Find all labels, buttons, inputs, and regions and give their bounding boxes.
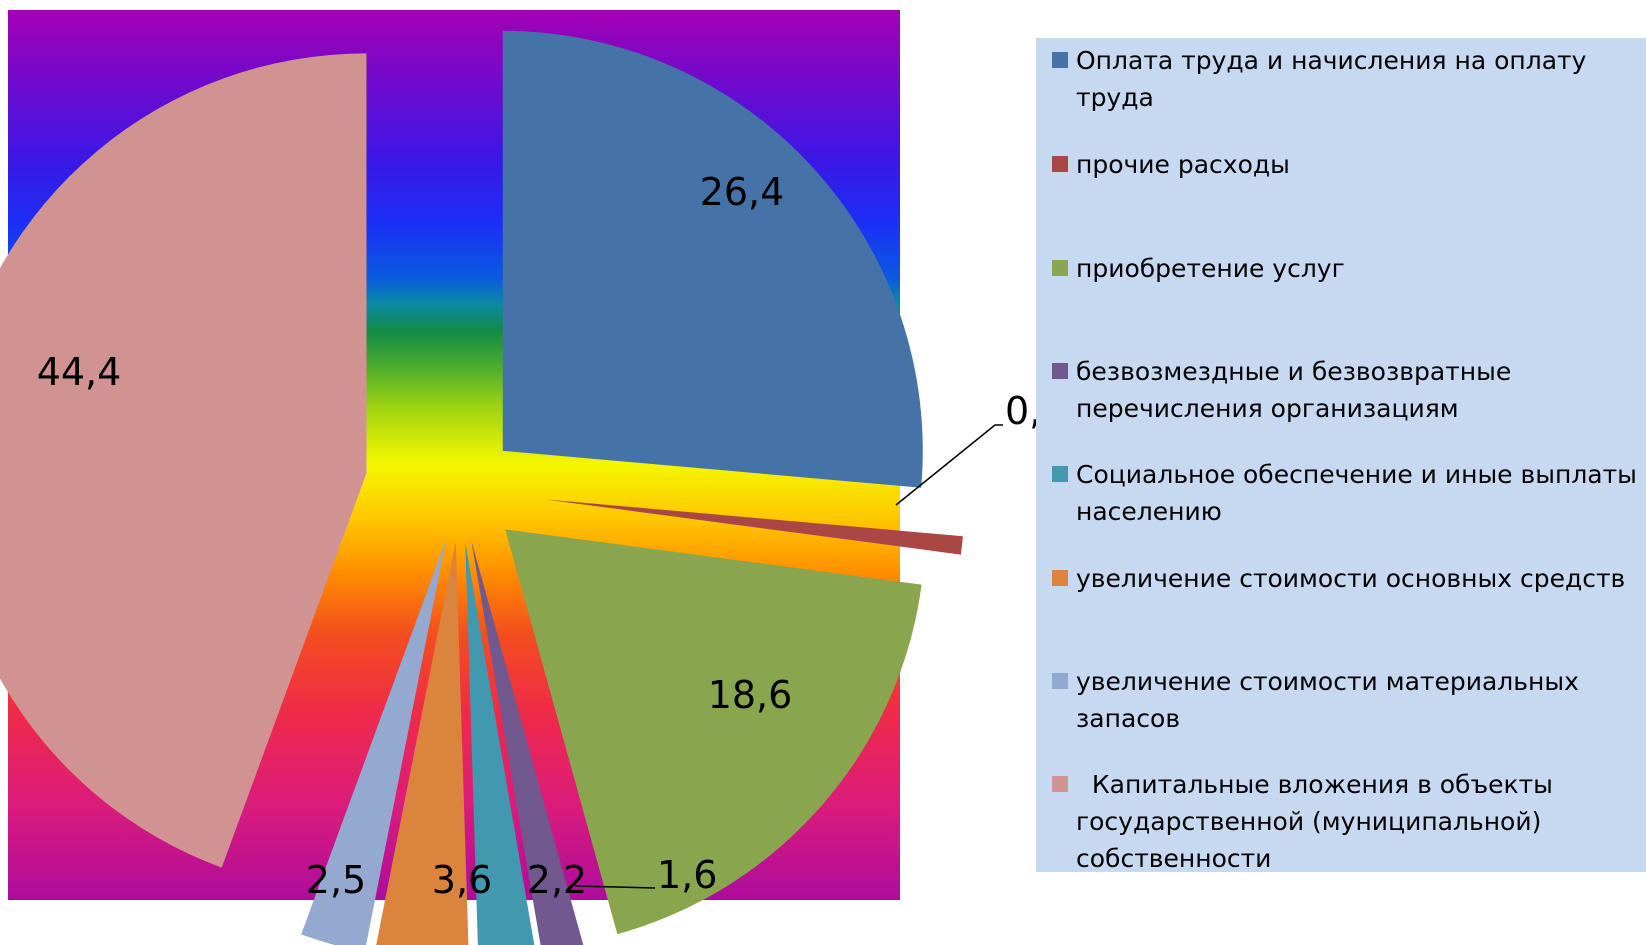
legend-label-8: Капитальные вложения в объекты государст… <box>1076 770 1561 873</box>
legend-label-4: безвозмездные и безвозвратные перечислен… <box>1076 357 1520 423</box>
data-label-7: 2,5 <box>306 858 366 902</box>
legend-swatch-4 <box>1052 363 1068 379</box>
legend-entry-7: увеличение стоимости материальных запасо… <box>1052 663 1646 737</box>
legend-entry-2: прочие расходы <box>1052 146 1646 183</box>
legend-entry-5: Социальное обеспечение и иные выплаты на… <box>1052 456 1646 530</box>
pie-slice-2 <box>544 499 963 555</box>
legend-entry-1: Оплата труда и начисления на оплату труд… <box>1052 42 1646 116</box>
pie-slice-1 <box>502 30 923 488</box>
legend-swatch-6 <box>1052 570 1068 586</box>
data-label-4: 1,6 <box>657 853 717 897</box>
data-label-3: 18,6 <box>708 673 793 717</box>
pie-slices <box>0 30 963 945</box>
legend-swatch-7 <box>1052 673 1068 689</box>
legend-label-7: увеличение стоимости материальных запасо… <box>1076 667 1587 733</box>
legend-entry-8: Капитальные вложения в объекты государст… <box>1052 766 1646 877</box>
pie-slice-5 <box>465 541 535 945</box>
pie-slice-7 <box>301 540 446 945</box>
leader-line-2 <box>895 424 1003 506</box>
pie-slice-3 <box>505 529 922 935</box>
legend-label-5: Социальное обеспечение и иные выплаты на… <box>1076 460 1645 526</box>
data-label-2: 0, <box>1005 389 1041 433</box>
legend-label-3: приобретение услуг <box>1076 254 1345 283</box>
data-label-1: 26,4 <box>700 170 785 214</box>
leader-line-4 <box>574 885 656 889</box>
legend-swatch-3 <box>1052 260 1068 276</box>
legend-label-2: прочие расходы <box>1076 150 1290 179</box>
data-label-5: 2,2 <box>527 858 587 902</box>
legend-entry-4: безвозмездные и безвозвратные перечислен… <box>1052 353 1646 427</box>
legend-swatch-2 <box>1052 156 1068 172</box>
legend-label-6: увеличение стоимости основных средств <box>1076 564 1626 593</box>
legend-swatch-5 <box>1052 466 1068 482</box>
legend: Оплата труда и начисления на оплату труд… <box>1036 38 1646 873</box>
pie-slice-6 <box>376 541 469 945</box>
legend-entry-3: приобретение услуг <box>1052 250 1646 287</box>
data-label-8: 44,4 <box>37 350 122 394</box>
legend-label-1: Оплата труда и начисления на оплату труд… <box>1076 46 1595 112</box>
pie-slice-8 <box>0 53 367 868</box>
legend-entry-6: увеличение стоимости основных средств <box>1052 560 1646 597</box>
legend-swatch-1 <box>1052 52 1068 68</box>
data-label-6: 3,6 <box>432 858 492 902</box>
leader-lines <box>574 424 1003 889</box>
legend-swatch-8 <box>1052 776 1068 792</box>
pie-slice-4 <box>471 540 584 945</box>
data-labels: 26,4 0, 18,6 1,6 2,2 3,6 2,5 44,4 <box>37 170 1042 902</box>
